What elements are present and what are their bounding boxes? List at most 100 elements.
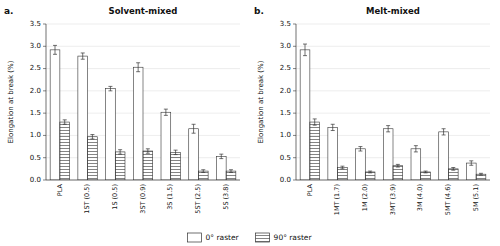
bar <box>356 149 366 180</box>
bar <box>328 127 338 180</box>
tick-mark <box>293 68 296 69</box>
error-bar <box>63 120 67 124</box>
y-tick-label: 1.5 <box>280 109 291 117</box>
x-tick-label: PLA <box>306 183 314 196</box>
error-bar <box>81 53 85 59</box>
error-bar <box>442 129 446 135</box>
x-tick-label: 1M (2.0) <box>361 184 369 211</box>
bar <box>78 56 88 180</box>
panel-label: a. <box>4 6 14 16</box>
bar <box>393 166 403 180</box>
x-tick-label: 5S (3.8) <box>222 184 230 210</box>
error-bar <box>358 147 362 151</box>
bar <box>476 174 486 180</box>
x-tick-label: 5ST (2.5) <box>194 184 202 214</box>
grid-line <box>296 68 490 69</box>
y-tick-label: 2.0 <box>30 87 41 95</box>
tick-mark <box>293 46 296 47</box>
bar <box>383 129 393 180</box>
x-axis <box>296 180 490 181</box>
bar <box>198 171 208 180</box>
bar <box>448 169 458 180</box>
y-tick-label: 0.5 <box>30 154 41 162</box>
error-bar <box>331 124 335 130</box>
grid-line <box>296 46 490 47</box>
x-tick-label: 5MT (4.6) <box>444 184 452 215</box>
tick-mark <box>293 157 296 158</box>
legend-swatch <box>256 233 270 242</box>
y-tick-label: 1.0 <box>30 131 41 139</box>
bar <box>106 89 116 180</box>
error-bar <box>479 173 483 175</box>
y-axis <box>296 24 297 180</box>
error-bar <box>108 86 112 90</box>
bar <box>466 163 476 180</box>
error-bar <box>53 45 57 54</box>
error-bar <box>164 109 168 115</box>
y-tick-label: 0.0 <box>280 176 291 184</box>
bar <box>365 172 375 180</box>
bar <box>310 122 320 180</box>
x-tick-label: 3S (1.5) <box>166 184 174 210</box>
tick-mark <box>293 90 296 91</box>
tick-mark <box>43 180 46 181</box>
bars <box>300 44 486 180</box>
legend-label: 0° raster <box>206 233 240 242</box>
legend-swatch <box>188 233 202 242</box>
bar <box>439 132 449 180</box>
bar <box>411 149 421 180</box>
grid-line <box>296 180 490 181</box>
tick-mark <box>293 135 296 136</box>
figure: 0.00.51.01.52.02.53.03.5PLA1ST (0.5)1S (… <box>0 0 500 246</box>
tick-mark <box>43 46 46 47</box>
error-bar <box>368 171 372 173</box>
bar <box>60 122 70 180</box>
bar <box>421 172 431 180</box>
y-tick-label: 3.0 <box>280 42 291 50</box>
tick-mark <box>43 157 46 158</box>
error-bar <box>313 119 317 125</box>
y-tick-label: 2.5 <box>30 64 41 72</box>
grid-line <box>296 113 490 114</box>
error-bar <box>396 164 400 167</box>
bar <box>133 67 143 180</box>
x-tick-label: 3ST (0.9) <box>139 184 147 214</box>
bar <box>143 151 153 180</box>
x-tick-label: 1ST (0.5) <box>83 184 91 214</box>
x-axis <box>46 180 240 181</box>
bar <box>115 152 125 180</box>
bar <box>226 171 236 180</box>
error-bar <box>90 135 94 139</box>
bars <box>50 45 236 180</box>
error-bar <box>136 63 140 72</box>
x-tick-label: PLA <box>56 183 64 196</box>
error-bar <box>340 166 344 169</box>
error-bar <box>229 170 233 173</box>
title: Solvent-mixed <box>109 6 178 16</box>
y-tick-label: 0.5 <box>280 154 291 162</box>
bar <box>50 50 60 180</box>
grid-line <box>296 24 490 25</box>
panel: 0.00.51.01.52.02.53.03.5PLA1ST (0.5)1S (… <box>4 6 240 214</box>
y-tick-label: 2.0 <box>280 87 291 95</box>
error-bar <box>386 126 390 132</box>
tick-mark <box>43 90 46 91</box>
error-bar <box>174 150 178 154</box>
grid-line <box>296 90 490 91</box>
x-tick-label: 1MT (1.7) <box>333 184 341 215</box>
tick-mark <box>43 24 46 25</box>
y-tick-label: 3.5 <box>30 20 41 28</box>
error-bar <box>303 44 307 56</box>
error-bar <box>219 154 223 158</box>
bar <box>171 152 181 180</box>
bar <box>300 50 310 180</box>
error-bar <box>451 168 455 171</box>
tick-mark <box>293 113 296 114</box>
bar <box>88 137 98 180</box>
legend: 0° raster90° raster <box>188 233 313 242</box>
y-axis <box>46 24 47 180</box>
title: Melt-mixed <box>366 6 420 16</box>
bar <box>189 129 199 180</box>
grid-line <box>46 180 240 181</box>
tick-mark <box>293 24 296 25</box>
